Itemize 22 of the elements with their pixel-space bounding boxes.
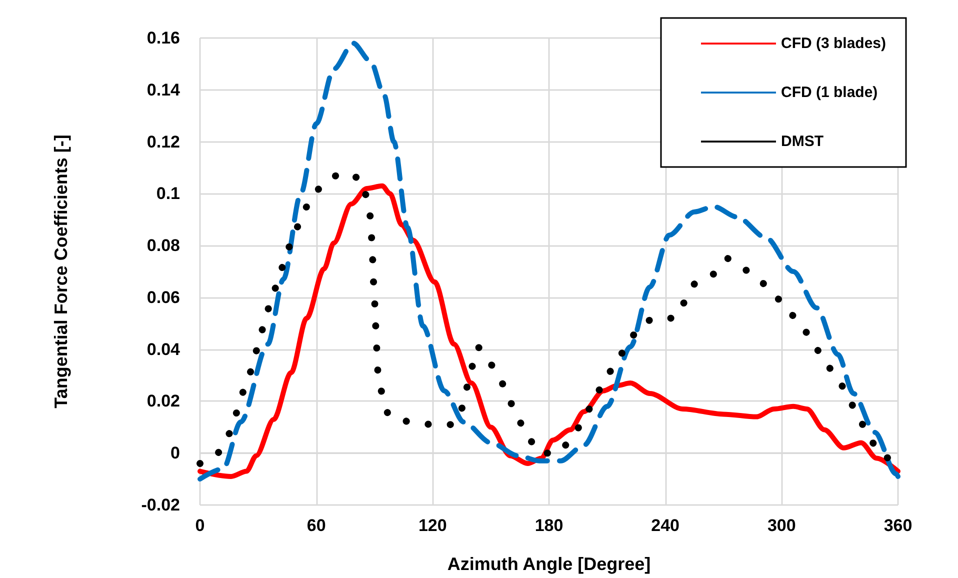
x-tick-label: 300 [767,516,796,535]
legend-label: CFD (1 blade) [780,84,878,101]
x-tick-label: 360 [884,516,912,535]
y-tick-label: -0.02 [141,496,180,514]
y-tick-label: 0.02 [146,392,180,411]
x-tick-label: 120 [418,516,447,535]
y-tick-label: 0.08 [146,236,180,256]
y-tick-label: 0.16 [146,28,180,48]
x-tick-label: 240 [651,516,680,535]
x-tick-label: 0 [195,516,205,535]
legend-label: DMST [780,133,824,150]
y-tick-label: 0 [170,444,180,463]
y-tick-label: 0.12 [146,132,180,152]
legend-label: CFD (3 blades) [780,35,886,52]
y-tick-label: 0.06 [146,288,180,307]
y-tick-label: 0.1 [156,184,180,204]
y-tick-label: 0.14 [146,80,181,100]
y-tick-label: 0.04 [146,340,181,359]
y-axis-title: Tangential Force Coefficients [-] [51,134,71,408]
x-tick-label: 60 [306,516,326,535]
x-axis-title: Azimuth Angle [Degree] [447,554,651,574]
x-tick-label: 180 [534,516,564,535]
